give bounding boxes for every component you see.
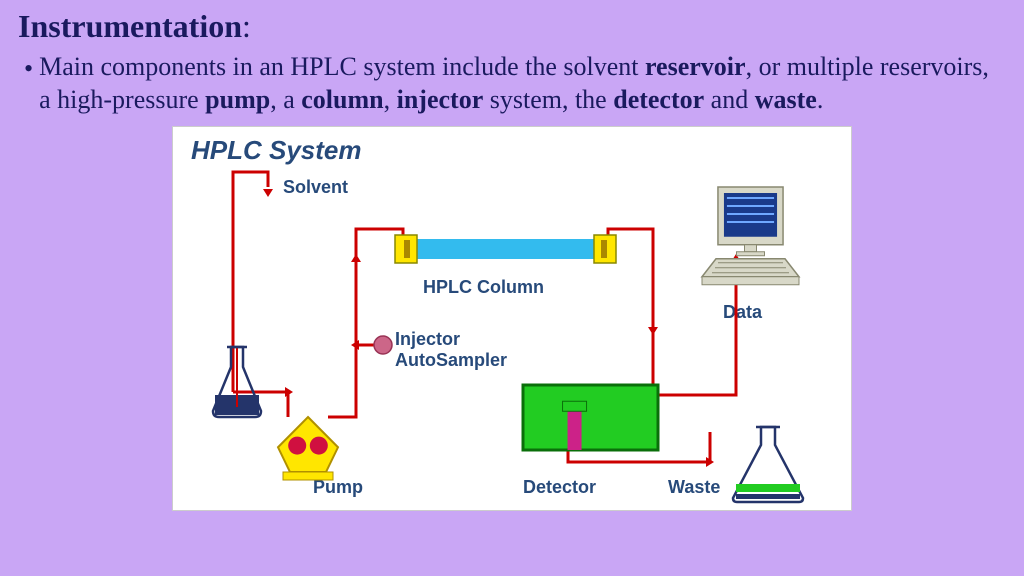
title-colon: : [242, 8, 251, 44]
bullet-item: • Main components in an HPLC system incl… [24, 51, 1006, 116]
bullet-marker: • [24, 53, 33, 86]
diagram-svg [173, 127, 852, 511]
bullet-text: Main components in an HPLC system includ… [39, 51, 1006, 116]
hplc-diagram: HPLC SystemSolventHPLC ColumnInjector Au… [172, 126, 852, 511]
title-text: Instrumentation [18, 8, 242, 44]
slide-title: Instrumentation: [18, 8, 1006, 45]
